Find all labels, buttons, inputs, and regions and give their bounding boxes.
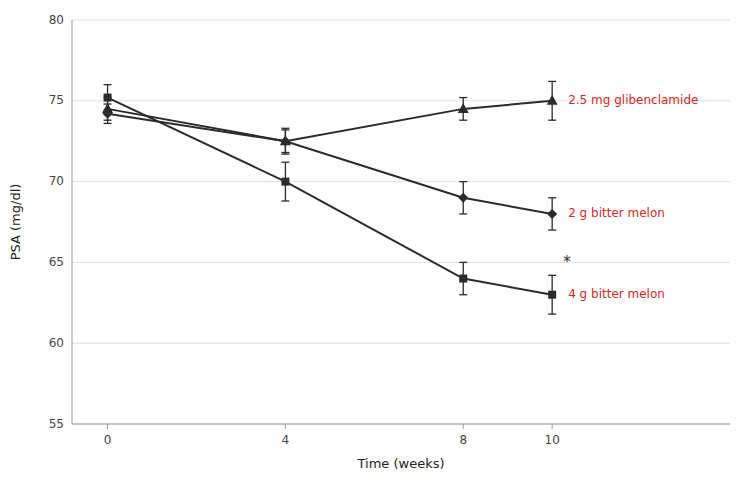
series-label: 2 g bitter melon bbox=[568, 206, 665, 220]
x-tick bbox=[285, 424, 286, 429]
point bbox=[281, 178, 289, 186]
point bbox=[547, 209, 557, 219]
point bbox=[548, 291, 556, 299]
error-bar bbox=[459, 182, 467, 214]
error-bar bbox=[459, 262, 467, 294]
grid-line bbox=[72, 424, 730, 425]
point bbox=[280, 135, 291, 145]
y-axis-label: PSA (mg/dl) bbox=[8, 184, 23, 261]
point bbox=[458, 103, 469, 113]
y-axis bbox=[72, 20, 73, 424]
series-line bbox=[108, 101, 553, 141]
point bbox=[459, 275, 467, 283]
grid-line bbox=[72, 262, 730, 263]
x-axis bbox=[72, 424, 730, 425]
grid-line bbox=[72, 343, 730, 344]
x-tick-label: 0 bbox=[104, 433, 112, 447]
y-tick-label: 60 bbox=[49, 336, 64, 350]
point bbox=[547, 95, 558, 105]
point bbox=[103, 109, 113, 119]
x-tick-label: 4 bbox=[282, 433, 290, 447]
plot-area bbox=[102, 81, 558, 314]
point bbox=[458, 193, 468, 203]
grid-line bbox=[72, 20, 730, 21]
error-bar bbox=[548, 275, 556, 314]
series-label: 4 g bitter melon bbox=[568, 287, 665, 301]
x-tick bbox=[463, 424, 464, 429]
series-line bbox=[108, 98, 553, 295]
error-bar bbox=[281, 130, 289, 153]
y-tick-label: 70 bbox=[49, 174, 64, 188]
x-tick-label: 10 bbox=[545, 433, 560, 447]
y-tick-label: 75 bbox=[49, 93, 64, 107]
x-tick-label: 8 bbox=[459, 433, 467, 447]
chart: 55 60 65 70 75 80 0 4 8 10 Time (weeks) PSA (mg/dl)… bbox=[0, 0, 750, 482]
error-bar bbox=[104, 85, 112, 111]
y-tick-label: 55 bbox=[49, 417, 64, 431]
annotation: * bbox=[563, 253, 571, 271]
point bbox=[280, 136, 290, 146]
x-tick bbox=[107, 424, 108, 429]
x-axis-label: Time (weeks) bbox=[356, 456, 444, 471]
y-tick-label: 65 bbox=[49, 255, 64, 269]
error-bar bbox=[548, 198, 556, 230]
x-tick bbox=[552, 424, 553, 429]
error-bar bbox=[281, 128, 289, 154]
series-label: 2.5 mg glibenclamide bbox=[568, 93, 698, 107]
grid-line bbox=[72, 181, 730, 182]
grid bbox=[72, 20, 730, 424]
error-bar bbox=[281, 162, 289, 201]
y-tick-label: 80 bbox=[49, 13, 64, 27]
point bbox=[104, 94, 112, 102]
